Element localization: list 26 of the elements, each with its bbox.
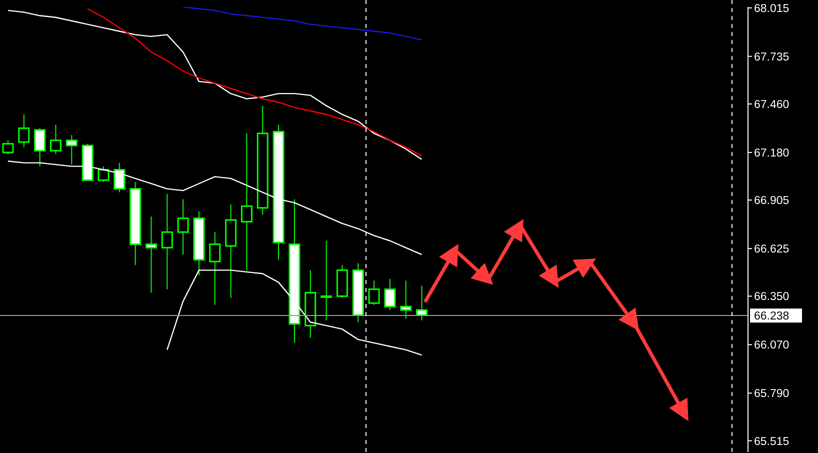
y-tick-label: 66.350 (754, 291, 790, 304)
candlestick (177, 198, 189, 256)
candlestick (240, 132, 252, 271)
y-tick-label: 67.180 (754, 148, 790, 160)
candlestick (145, 216, 157, 294)
line-series (7, 10, 422, 160)
candlestick (98, 166, 110, 182)
y-tick-label: 65.790 (754, 388, 790, 400)
candlestick (320, 240, 332, 321)
y-tick-label: 65.515 (754, 436, 790, 448)
candlestick (209, 232, 221, 306)
line-series (86, 8, 422, 157)
ref-line-label: 66.238 (754, 310, 790, 323)
candlestick (161, 194, 173, 290)
candlestick (50, 124, 62, 155)
y-tick-label: 66.070 (754, 340, 790, 352)
y-tick-label: 67.735 (754, 51, 790, 64)
y-tick-label: 67.460 (754, 99, 790, 112)
candlestick (368, 280, 380, 306)
y-tick-label: 66.905 (754, 195, 790, 208)
y-tick-label: 66.625 (754, 244, 790, 256)
candlestick (18, 114, 30, 148)
line-series (182, 7, 422, 40)
candlestick (384, 278, 396, 311)
y-tick-label: 68.015 (754, 2, 790, 15)
candlestick (400, 280, 412, 320)
